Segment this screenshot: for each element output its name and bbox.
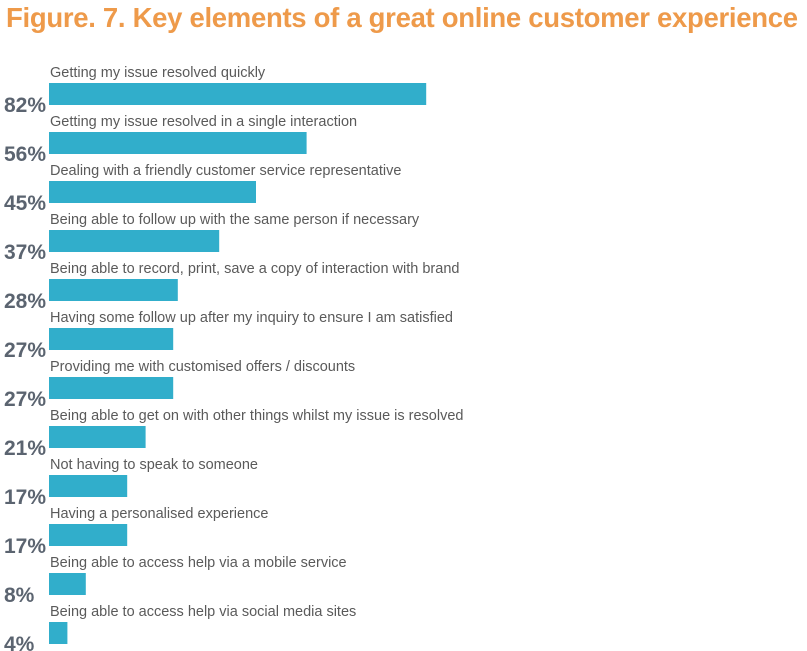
category-label: Providing me with customised offers / di…	[50, 359, 355, 375]
bar	[49, 230, 220, 252]
value-label: 21%	[4, 437, 46, 460]
bar	[49, 181, 256, 203]
bar	[49, 328, 174, 350]
value-label: 27%	[4, 388, 46, 411]
value-label: 37%	[4, 241, 46, 264]
category-label: Being able to access help via social med…	[50, 604, 356, 620]
category-label: Being able to access help via a mobile s…	[50, 555, 347, 571]
bar	[49, 475, 128, 497]
category-label: Not having to speak to someone	[50, 457, 258, 473]
value-label: 45%	[4, 192, 46, 215]
category-label: Having some follow up after my inquiry t…	[50, 310, 453, 326]
bar	[49, 83, 427, 105]
bar	[49, 279, 178, 301]
category-label: Getting my issue resolved quickly	[50, 65, 266, 81]
category-label: Being able to follow up with the same pe…	[50, 212, 420, 228]
bar	[49, 622, 68, 644]
bar	[49, 132, 307, 154]
bar	[49, 426, 146, 448]
value-label: 28%	[4, 290, 46, 313]
category-label: Dealing with a friendly customer service…	[50, 163, 401, 179]
value-label: 17%	[4, 486, 46, 509]
bar	[49, 573, 86, 595]
value-label: 8%	[4, 584, 35, 607]
category-label: Being able to get on with other things w…	[50, 408, 463, 424]
category-label: Getting my issue resolved in a single in…	[50, 114, 357, 130]
value-label: 82%	[4, 94, 46, 117]
value-label: 4%	[4, 633, 35, 651]
value-label: 17%	[4, 535, 46, 558]
chart-title: Figure. 7. Key elements of a great onlin…	[6, 2, 798, 33]
value-label: 27%	[4, 339, 46, 362]
category-label: Having a personalised experience	[50, 506, 268, 522]
value-label: 56%	[4, 143, 46, 166]
bar	[49, 524, 128, 546]
category-label: Being able to record, print, save a copy…	[50, 261, 459, 277]
bar	[49, 377, 174, 399]
